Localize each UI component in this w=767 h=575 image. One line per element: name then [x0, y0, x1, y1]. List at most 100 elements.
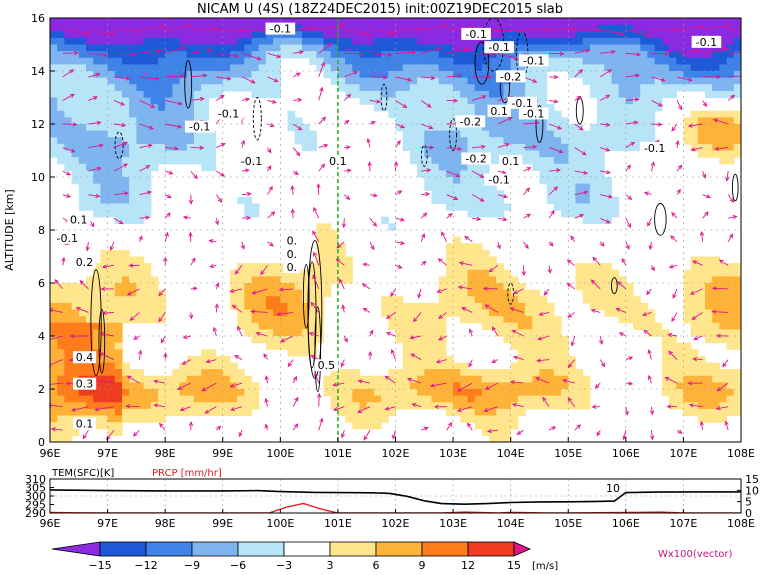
field-cell	[705, 110, 713, 118]
field-cell	[676, 24, 685, 32]
field-cell	[388, 408, 397, 417]
wind-vector	[293, 99, 302, 101]
field-cell	[582, 77, 591, 85]
field-cell	[575, 263, 584, 271]
field-cell	[726, 408, 735, 417]
field-cell	[532, 349, 541, 357]
field-cell	[640, 71, 649, 79]
field-cell	[496, 150, 505, 158]
wind-vector-head	[79, 280, 85, 285]
wind-vector	[574, 49, 590, 54]
field-cell	[157, 289, 166, 297]
field-cell	[280, 18, 289, 26]
field-cell	[633, 124, 641, 132]
field-cell	[510, 362, 519, 370]
field-cell	[287, 276, 296, 284]
wind-vector-head	[624, 410, 629, 416]
field-cell	[121, 64, 130, 72]
field-cell	[323, 389, 332, 397]
field-cell	[409, 150, 418, 158]
field-cell	[467, 269, 476, 277]
wind-vector-head	[436, 47, 442, 52]
field-cell	[445, 130, 454, 138]
field-cell	[705, 24, 713, 32]
contour-label: -0.1	[696, 36, 717, 49]
wind-vector	[728, 52, 741, 54]
field-cell	[467, 243, 476, 251]
field-cell	[50, 428, 58, 436]
field-cell	[201, 130, 209, 138]
field-cell	[294, 289, 303, 297]
field-cell	[294, 349, 303, 357]
field-cell	[186, 130, 195, 138]
wind-vector	[395, 264, 402, 269]
field-cell	[726, 57, 735, 65]
field-cell	[417, 84, 425, 92]
wind-vector-head	[263, 353, 268, 359]
wind-vector	[190, 27, 217, 31]
field-cell	[726, 24, 735, 32]
wind-vector	[651, 100, 663, 107]
field-cell	[625, 283, 634, 291]
wind-vector	[292, 147, 301, 156]
field-cell	[733, 395, 741, 403]
field-cell	[143, 130, 152, 138]
wind-vector-head	[382, 75, 388, 80]
field-cell	[251, 329, 260, 337]
field-cell	[647, 117, 656, 125]
field-cell	[150, 415, 159, 423]
field-cell	[453, 289, 461, 297]
field-cell	[93, 31, 101, 39]
field-cell	[467, 415, 476, 423]
field-cell	[460, 137, 469, 145]
field-cell	[251, 203, 260, 211]
field-cell	[222, 18, 231, 26]
wind-vector	[693, 358, 703, 361]
field-cell	[265, 302, 274, 311]
wind-vector-head	[562, 378, 568, 383]
field-cell	[157, 124, 166, 132]
field-cell	[345, 18, 353, 26]
field-cell	[460, 408, 469, 417]
field-cell	[402, 309, 411, 317]
field-cell	[201, 44, 209, 52]
field-cell	[496, 143, 505, 152]
field-cell	[129, 276, 137, 284]
field-cell	[93, 124, 101, 132]
wind-vector-head	[571, 26, 577, 31]
field-cell	[395, 31, 404, 39]
wind-vector-head	[153, 403, 159, 408]
field-cell	[301, 124, 310, 132]
field-cell	[525, 362, 533, 370]
field-cell	[431, 322, 440, 330]
field-cell	[712, 143, 721, 152]
field-cell	[345, 77, 353, 85]
field-cell	[352, 71, 361, 79]
field-cell	[50, 322, 58, 330]
field-cell	[201, 382, 209, 390]
contour-label-bg	[461, 152, 491, 165]
wind-vector	[113, 29, 140, 32]
field-cell	[424, 137, 433, 145]
field-cell	[719, 316, 728, 324]
field-cell	[582, 402, 591, 410]
field-cell	[409, 44, 418, 52]
field-cell	[229, 389, 238, 397]
field-cell	[690, 263, 699, 271]
field-cell	[165, 382, 173, 390]
field-cell	[150, 90, 159, 99]
wind-vector	[412, 403, 422, 408]
field-cell	[129, 283, 137, 291]
wind-vector	[702, 25, 729, 31]
field-cell	[489, 309, 497, 317]
field-cell	[64, 24, 73, 32]
contour-ring	[302, 264, 310, 329]
field-cell	[510, 316, 519, 324]
field-cell	[165, 90, 173, 99]
field-cell	[661, 51, 670, 59]
field-cell	[71, 362, 80, 370]
field-cell	[597, 150, 605, 158]
field-cell	[474, 276, 483, 284]
field-cell	[208, 150, 217, 158]
